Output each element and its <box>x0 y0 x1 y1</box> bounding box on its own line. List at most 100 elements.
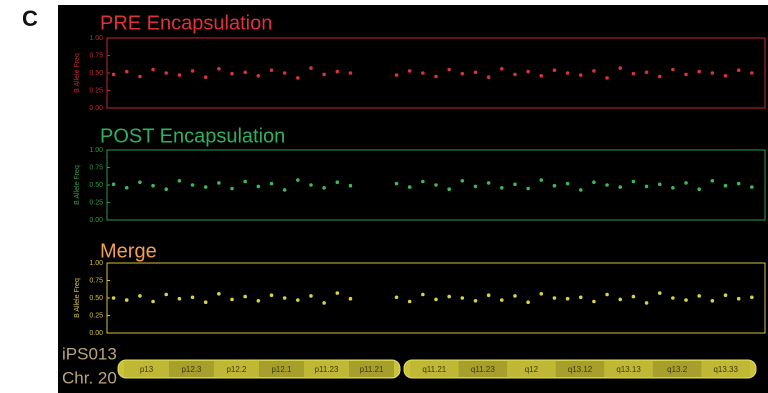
chromosome-band <box>304 361 349 377</box>
band-label: p12.3 <box>181 365 202 374</box>
y-tick-label: 0.25 <box>89 87 103 94</box>
y-tick-label: 1.00 <box>89 35 103 42</box>
chart-title: POST Encapsulation <box>100 125 285 147</box>
data-point <box>230 186 234 191</box>
data-point <box>111 182 116 187</box>
data-point <box>407 69 412 73</box>
data-point <box>486 75 491 79</box>
data-point <box>164 292 169 297</box>
data-point <box>513 182 517 187</box>
data-point <box>486 181 491 185</box>
data-point <box>190 183 195 187</box>
data-point <box>631 71 636 76</box>
data-point <box>348 296 353 301</box>
data-point <box>394 73 399 77</box>
data-point <box>407 185 412 189</box>
chromosome-band <box>259 361 304 377</box>
data-point <box>322 301 326 305</box>
data-point <box>736 181 741 186</box>
background <box>58 5 768 393</box>
data-point <box>578 188 583 192</box>
data-point <box>296 76 300 80</box>
chart-title: Merge <box>100 240 157 262</box>
data-point <box>151 67 155 72</box>
data-point <box>592 69 596 73</box>
data-point <box>138 294 142 298</box>
y-tick-label: 1.00 <box>89 260 103 267</box>
data-point <box>684 72 688 77</box>
data-point <box>421 292 425 297</box>
data-point <box>217 292 221 296</box>
y-tick-label: 0.50 <box>89 70 103 77</box>
data-point <box>164 187 169 191</box>
data-point <box>309 66 313 70</box>
y-tick-label: 1.00 <box>89 147 103 154</box>
band-label: p12.1 <box>271 365 292 374</box>
data-point <box>460 179 465 183</box>
data-point <box>296 298 300 302</box>
data-point <box>697 69 701 74</box>
data-point <box>151 183 155 188</box>
data-point <box>460 71 465 76</box>
data-point <box>309 294 313 298</box>
data-point <box>230 71 234 76</box>
data-point <box>282 71 287 75</box>
data-point <box>723 293 728 298</box>
data-point <box>565 181 570 186</box>
data-point <box>631 179 636 184</box>
chromosome-band <box>169 361 214 377</box>
data-point <box>710 299 715 303</box>
data-point <box>203 185 208 189</box>
data-point <box>631 294 636 299</box>
data-point <box>723 74 728 78</box>
data-point <box>618 297 623 302</box>
data-point <box>710 179 715 183</box>
chromosome-band <box>410 361 459 377</box>
data-point <box>473 184 478 189</box>
data-point <box>407 299 412 304</box>
band-label: q13.33 <box>713 365 738 374</box>
data-point <box>526 300 530 305</box>
data-point <box>434 183 438 187</box>
data-point <box>500 186 504 190</box>
y-tick-label: 0.75 <box>89 52 103 59</box>
data-point <box>164 71 169 75</box>
chromosome-band <box>507 361 556 377</box>
band-label: q13.13 <box>616 365 641 374</box>
data-point <box>736 68 741 72</box>
panel-label: C <box>22 6 38 31</box>
data-point <box>657 182 662 187</box>
data-point <box>644 301 649 305</box>
chromosome-band <box>555 361 605 377</box>
data-point <box>565 296 570 301</box>
data-point <box>697 187 701 191</box>
data-point <box>282 296 287 300</box>
data-point <box>230 297 234 302</box>
data-point <box>618 185 623 189</box>
data-point <box>473 70 478 75</box>
band-label: q11.23 <box>471 365 495 374</box>
data-point <box>256 74 261 78</box>
data-point <box>217 181 221 185</box>
y-tick-label: 0.00 <box>89 217 103 224</box>
band-label: p11.23 <box>315 365 339 374</box>
y-axis-label: B Allele Freq <box>74 165 81 205</box>
data-point <box>723 183 728 188</box>
data-point <box>111 296 116 300</box>
data-point <box>526 186 530 191</box>
data-point <box>243 179 247 184</box>
data-point <box>605 76 609 80</box>
band-label: q12 <box>525 365 539 374</box>
band-label: p12.2 <box>226 365 247 374</box>
data-point <box>203 300 208 305</box>
chromosome-band <box>349 361 394 377</box>
data-point <box>513 294 517 298</box>
data-point <box>539 178 544 182</box>
y-tick-label: 0.25 <box>89 199 103 206</box>
data-point <box>618 66 623 70</box>
y-tick-label: 0.75 <box>89 277 103 284</box>
data-point <box>269 68 274 72</box>
data-point <box>138 180 142 184</box>
data-point <box>190 69 195 73</box>
data-point <box>552 183 557 188</box>
